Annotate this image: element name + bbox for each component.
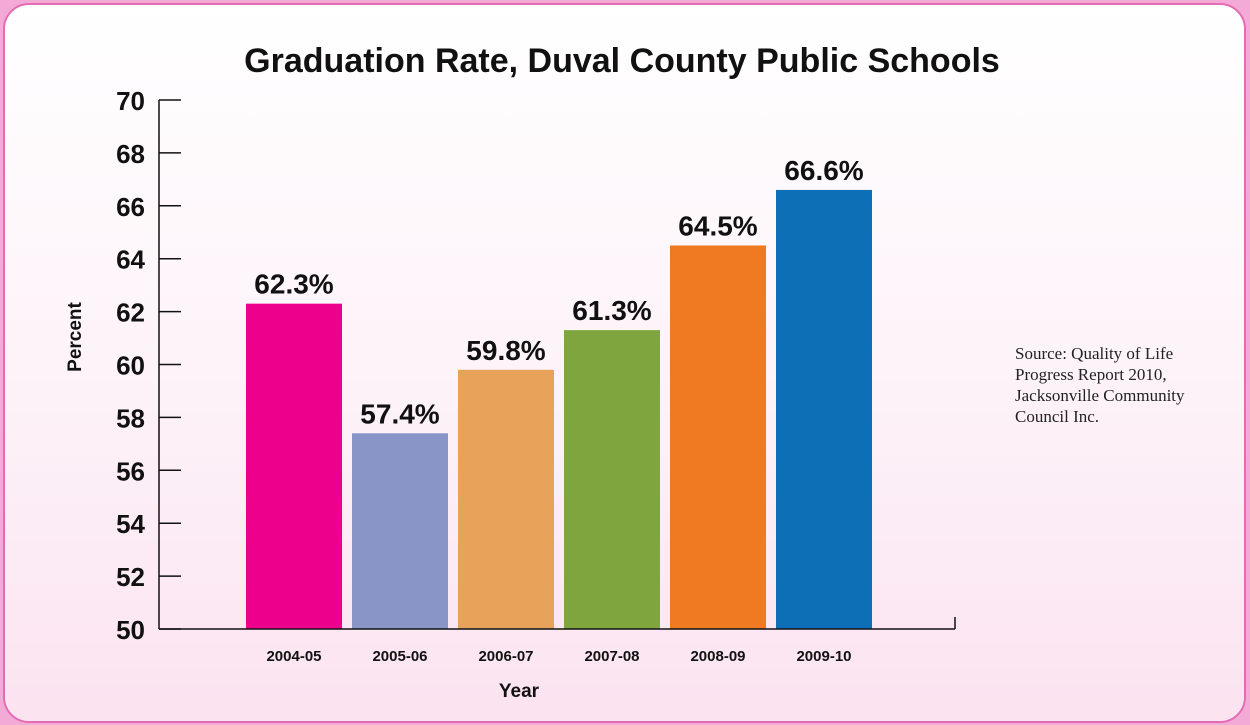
y-tick-label: 70 xyxy=(116,86,145,116)
y-axis: 50 52 54 56 58 60 62 64 66 68 70 xyxy=(116,86,181,645)
bar-2005-06 xyxy=(352,433,448,629)
y-tick-label: 56 xyxy=(116,456,145,486)
y-axis-title: Percent xyxy=(65,301,86,371)
x-tick-label: 2008-09 xyxy=(690,648,745,665)
chart-frame: Graduation Rate, Duval County Public Sch… xyxy=(3,3,1246,723)
y-tick-label: 62 xyxy=(116,298,145,328)
y-tick-label: 52 xyxy=(116,562,145,592)
source-note: Source: Quality of Life Progress Report … xyxy=(1015,344,1185,426)
x-tick-label: 2005-06 xyxy=(372,648,427,665)
x-tick-label: 2006-07 xyxy=(478,648,533,665)
y-tick-label: 60 xyxy=(116,351,145,381)
bar-2008-09 xyxy=(670,245,766,629)
x-tick-label: 2004-05 xyxy=(266,648,321,665)
y-tick-label: 50 xyxy=(116,615,145,645)
y-tick-label: 66 xyxy=(116,192,145,222)
x-tick-label: 2009-10 xyxy=(796,648,851,665)
data-label-2007-08: 61.3% xyxy=(572,295,651,326)
y-tick-label: 68 xyxy=(116,139,145,169)
data-label-2006-07: 59.8% xyxy=(466,335,545,366)
bar-chart: Graduation Rate, Duval County Public Sch… xyxy=(65,42,1000,702)
bars: 62.3% 57.4% 59.8% 61.3% 64.5% 66.6% xyxy=(246,155,872,629)
data-label-2005-06: 57.4% xyxy=(360,398,439,429)
data-label-2004-05: 62.3% xyxy=(254,269,333,300)
data-label-2008-09: 64.5% xyxy=(678,210,757,241)
x-tick-label: 2007-08 xyxy=(584,648,639,665)
data-label-2009-10: 66.6% xyxy=(784,155,863,186)
x-axis-title: Year xyxy=(499,681,540,702)
x-axis: 2004-05 2005-06 2006-07 2007-08 2008-09 2009-… xyxy=(159,617,956,665)
bar-2006-07 xyxy=(458,369,554,629)
bar-2004-05 xyxy=(246,303,342,629)
y-tick-label: 64 xyxy=(116,245,145,275)
y-tick-label: 58 xyxy=(116,403,145,433)
bar-2007-08 xyxy=(564,330,660,629)
y-tick-label: 54 xyxy=(116,509,145,539)
bar-2009-10 xyxy=(776,189,872,629)
chart-title: Graduation Rate, Duval County Public Sch… xyxy=(244,42,1000,80)
